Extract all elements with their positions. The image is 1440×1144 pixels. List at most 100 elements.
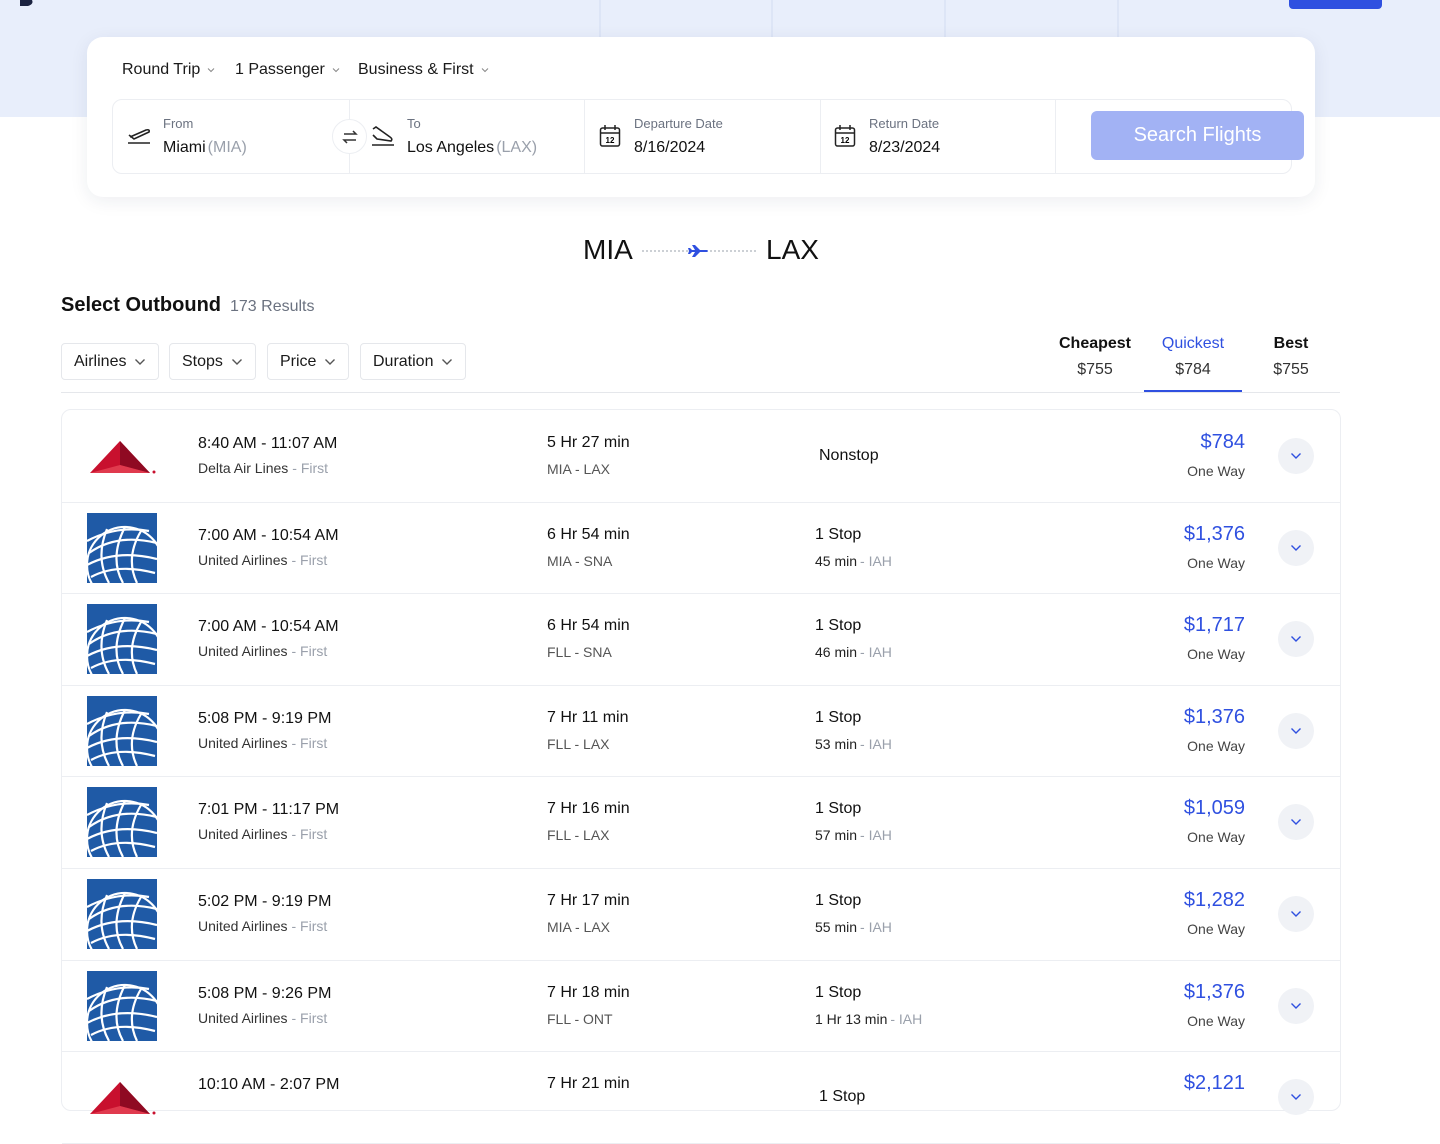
label: United Airlines xyxy=(198,826,288,843)
flight-airports: FLL - LAX xyxy=(547,827,610,844)
element xyxy=(135,358,146,365)
active-tab-underline xyxy=(1144,390,1242,392)
expand-button[interactable] xyxy=(1278,896,1314,932)
flight-price: $1,376 xyxy=(1183,705,1245,728)
flight-stops: 1 Stop xyxy=(815,525,862,543)
cabin-dropdown[interactable]: Business & First xyxy=(358,61,490,79)
from-value[interactable]: Miami (MIA) xyxy=(163,139,247,157)
filter-dropdown[interactable]: Duration xyxy=(360,343,467,380)
flight-row[interactable]: 8:40 AM - 11:07 AM Delta Air Lines - First… xyxy=(62,410,1340,503)
flight-times: 5:08 PM - 9:26 PM xyxy=(198,984,332,1002)
passenger-dropdown[interactable]: 1 Passenger xyxy=(235,61,341,79)
airline-logo xyxy=(87,512,157,583)
layover-info: 57 min - IAH xyxy=(815,827,892,843)
label: $755 xyxy=(1077,361,1113,378)
return-value[interactable]: 8/23/2024 xyxy=(869,139,941,156)
expand-button[interactable] xyxy=(1278,712,1314,749)
label: Airlines xyxy=(74,352,127,370)
layover-info: 1 Hr 13 min - IAH xyxy=(815,1011,922,1027)
flight-stops: 1 Stop xyxy=(819,1088,866,1106)
swap-button[interactable] xyxy=(332,119,367,154)
label: - IAH xyxy=(860,552,892,569)
element xyxy=(820,100,821,173)
label: Stops xyxy=(182,352,223,370)
expand-button[interactable] xyxy=(1278,1079,1314,1116)
label: 1 Hr 13 min xyxy=(815,1010,888,1027)
expand-button[interactable] xyxy=(1278,804,1314,841)
flight-row[interactable]: 5:08 PM - 9:19 PM United Airlines - First 7… xyxy=(62,685,1340,778)
airline-logo xyxy=(87,879,157,949)
sort-tab[interactable]: Best $755 xyxy=(1242,335,1340,379)
element xyxy=(207,68,215,73)
search-button[interactable]: Search Flights xyxy=(1091,111,1304,160)
airline-name: United Airlines - First xyxy=(198,1010,327,1026)
flight-times: 5:08 PM - 9:19 PM xyxy=(198,709,332,727)
expand-button[interactable] xyxy=(1278,621,1314,658)
expand-button[interactable] xyxy=(1278,438,1314,474)
flight-row[interactable]: 5:02 PM - 9:19 PM United Airlines - First 7… xyxy=(62,868,1340,961)
label: - First xyxy=(291,1009,328,1026)
element xyxy=(584,100,585,173)
flight-price: $1,376 xyxy=(1183,980,1245,1003)
element xyxy=(1291,819,1301,826)
label: - First xyxy=(292,460,329,476)
flight-airports: FLL - LAX xyxy=(547,735,610,752)
airline-name: United Airlines - First xyxy=(198,643,327,659)
flight-row[interactable]: 5:08 PM - 9:26 PM United Airlines - First 7… xyxy=(62,960,1340,1053)
label: - IAH xyxy=(860,735,892,752)
element xyxy=(1291,911,1301,917)
svg-text:12: 12 xyxy=(841,136,850,145)
flight-duration: 7 Hr 16 min xyxy=(547,800,630,818)
flight-times: 7:00 AM - 10:54 AM xyxy=(198,618,339,636)
filter-dropdown[interactable]: Airlines xyxy=(61,343,160,380)
label: Cheapest xyxy=(1058,335,1132,352)
calendar-icon: 12 xyxy=(834,125,856,147)
flight-times: 10:10 AM - 2:07 PM xyxy=(198,1076,340,1094)
label: 53 min xyxy=(815,735,858,752)
flight-stops: 1 Stop xyxy=(815,800,862,818)
flight-times: 5:02 PM - 9:19 PM xyxy=(198,893,332,910)
layover-info: 45 min - IAH xyxy=(815,553,892,569)
flight-price: $1,376 xyxy=(1183,522,1245,545)
departure-value[interactable]: 8/16/2024 xyxy=(634,139,706,156)
fare-type: One Way xyxy=(1187,1012,1245,1029)
fare-type: One Way xyxy=(1187,829,1245,846)
label: Price xyxy=(280,352,317,370)
fare-type: One Way xyxy=(1187,554,1245,571)
label: (MIA) xyxy=(207,139,247,156)
filter-dropdown[interactable]: Price xyxy=(267,343,350,380)
flight-stops: 1 Stop xyxy=(815,708,862,726)
flight-airports: MIA - LAX xyxy=(547,919,611,935)
flight-row[interactable]: 7:00 AM - 10:54 AM United Airlines - First… xyxy=(62,593,1340,686)
flight-airports: MIA - LAX xyxy=(547,461,611,477)
flight-duration: 7 Hr 21 min xyxy=(547,1075,630,1093)
trip-type-dropdown[interactable]: Round Trip xyxy=(122,61,216,79)
expand-button[interactable] xyxy=(1278,987,1314,1024)
sort-tab[interactable]: Cheapest $755 xyxy=(1046,335,1144,379)
route-origin: MIA xyxy=(583,234,633,265)
flight-stops: 1 Stop xyxy=(815,617,862,635)
to-value[interactable]: Los Angeles (LAX) xyxy=(407,139,537,157)
element xyxy=(481,68,488,73)
label: Business & First xyxy=(358,61,474,78)
airline-logo xyxy=(90,1082,156,1115)
label: $755 xyxy=(1273,361,1309,378)
expand-button[interactable] xyxy=(1278,529,1314,566)
filter-dropdown[interactable]: Stops xyxy=(169,343,256,380)
flight-row[interactable]: 7:01 PM - 11:17 PM United Airlines - First… xyxy=(62,776,1340,869)
label: United Airlines xyxy=(198,551,288,568)
flight-row[interactable]: 7:00 AM - 10:54 AM United Airlines - First… xyxy=(62,502,1340,595)
flight-price: $1,059 xyxy=(1183,797,1245,820)
element xyxy=(1291,453,1301,459)
flight-stops: 1 Stop xyxy=(815,892,862,909)
label: Delta Air Lines xyxy=(198,460,289,476)
flight-row[interactable]: 10:10 AM - 2:07 PM 7 Hr 21 min 1 Stop $2,12… xyxy=(62,1051,1340,1144)
label: - First xyxy=(291,734,328,751)
sort-tab[interactable]: Quickest $784 xyxy=(1144,335,1242,379)
flight-duration: 7 Hr 17 min xyxy=(547,892,630,909)
calendar-icon: 12 xyxy=(599,125,621,147)
fare-type: One Way xyxy=(1187,737,1245,754)
airline-logo xyxy=(87,787,157,858)
element xyxy=(442,358,453,365)
flight-duration: 6 Hr 54 min xyxy=(547,525,630,543)
